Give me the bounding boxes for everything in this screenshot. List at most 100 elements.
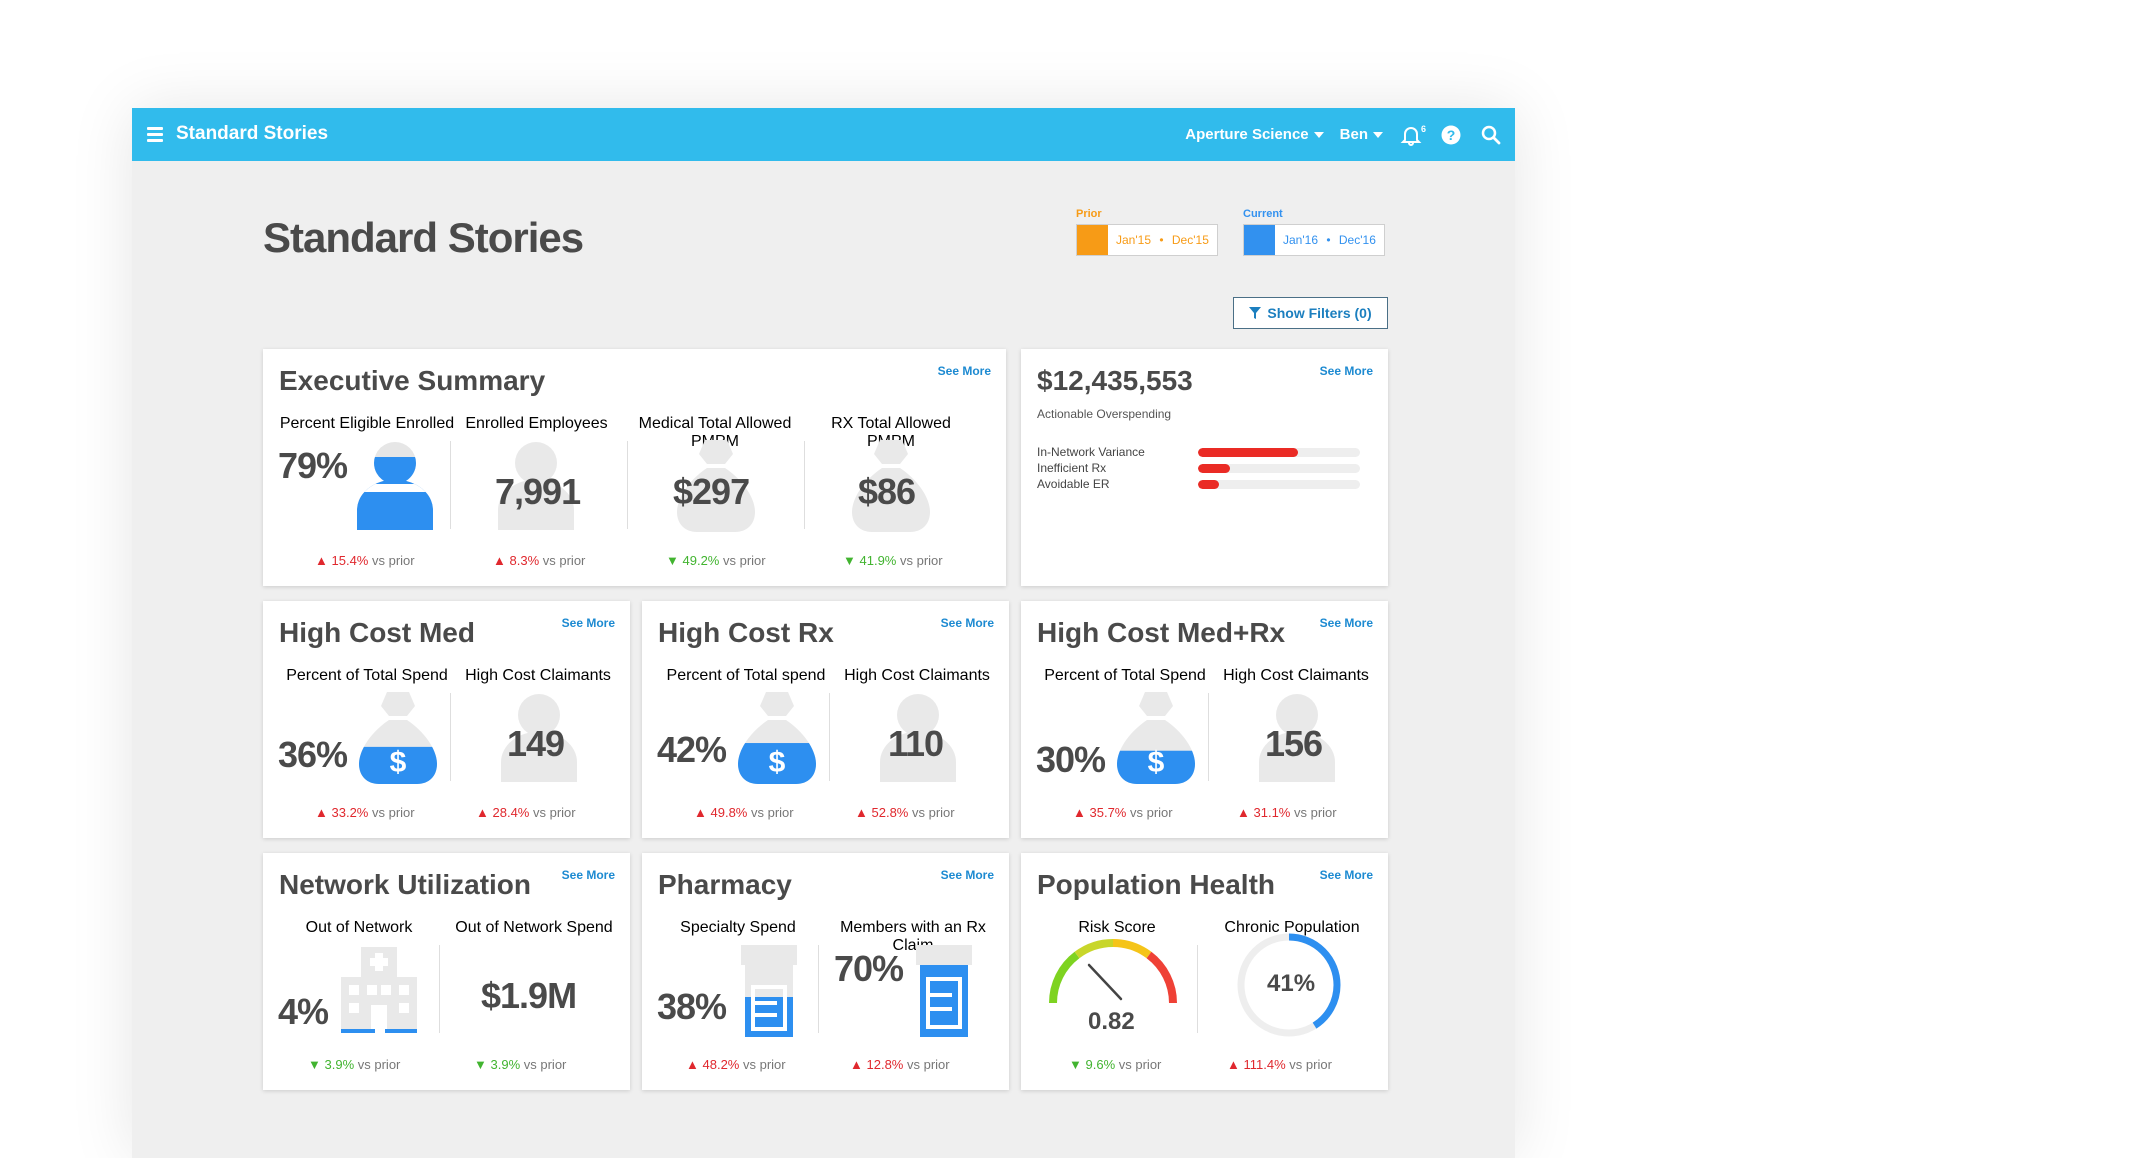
see-more-link[interactable]: See More xyxy=(561,868,615,882)
prior-end-date: Dec'15 xyxy=(1171,233,1209,247)
delta-suffix: vs prior xyxy=(372,805,415,820)
divider xyxy=(829,693,830,781)
page-title: Standard Stories xyxy=(263,214,584,261)
organization-dropdown[interactable]: Aperture Science xyxy=(1185,126,1324,143)
delta-suffix: vs prior xyxy=(912,805,955,820)
see-more-link[interactable]: See More xyxy=(937,364,991,378)
metric-delta: ▲ 52.8% vs prior xyxy=(855,805,955,820)
overspending-bar-avoidable-er: Avoidable ER xyxy=(1037,477,1360,491)
current-color-swatch xyxy=(1244,225,1275,255)
metric-delta: ▼ 9.6% vs prior xyxy=(1069,1057,1161,1072)
metric-label: Percent of Total Spend xyxy=(286,667,448,684)
divider xyxy=(450,441,451,529)
executive-summary-card: Executive Summary See More Percent Eligi… xyxy=(263,349,1006,586)
delta-suffix: vs prior xyxy=(1118,1057,1162,1072)
prior-period-picker[interactable]: Jan'15 • Dec'15 xyxy=(1076,224,1218,256)
app-title: Standard Stories xyxy=(176,123,329,144)
metric-delta: ▲ 49.8% vs prior xyxy=(694,805,794,820)
pharmacy-card: Pharmacy See More Specialty Spend 38% ▲ … xyxy=(642,853,1009,1090)
see-more-link[interactable]: See More xyxy=(940,616,994,630)
up-arrow-icon: ▲ xyxy=(315,805,328,820)
bar-fill xyxy=(1198,464,1231,473)
delta-suffix: vs prior xyxy=(372,553,415,568)
pill-bottle-icon xyxy=(741,945,797,1037)
delta-suffix: vs prior xyxy=(1289,1057,1332,1072)
delta-suffix: vs prior xyxy=(542,553,586,568)
delta-value: 12.8% xyxy=(866,1057,904,1072)
see-more-link[interactable]: See More xyxy=(1319,364,1373,378)
user-dropdown[interactable]: Ben xyxy=(1340,126,1383,143)
delta-suffix: vs prior xyxy=(907,1057,950,1072)
divider xyxy=(1197,945,1198,1033)
bar-track xyxy=(1198,480,1360,489)
delta-value: 9.6% xyxy=(1085,1057,1116,1072)
metric-value: 70% xyxy=(834,948,904,989)
chevron-down-icon xyxy=(1313,131,1324,138)
svg-text:?: ? xyxy=(1447,127,1456,143)
down-arrow-icon: ▼ xyxy=(666,553,679,568)
metric-value: $1.9M xyxy=(481,975,577,1016)
down-arrow-icon: ▼ xyxy=(474,1057,487,1072)
search-button[interactable] xyxy=(1479,123,1503,147)
see-more-link[interactable]: See More xyxy=(940,868,994,882)
bar-label: In-Network Variance xyxy=(1037,445,1145,459)
metric-label: Risk Score xyxy=(1078,919,1156,936)
svg-text:$: $ xyxy=(390,746,407,779)
show-filters-button[interactable]: Show Filters (0) xyxy=(1233,297,1388,329)
divider xyxy=(439,945,440,1033)
money-bag-icon xyxy=(852,440,930,532)
card-title: High Cost Rx xyxy=(658,617,834,648)
see-more-link[interactable]: See More xyxy=(1319,616,1373,630)
metric-label: Chronic Population xyxy=(1224,919,1360,936)
metric-label: High Cost Claimants xyxy=(465,667,611,684)
metric-value: 110 xyxy=(888,723,944,764)
money-bag-icon: $ xyxy=(359,692,437,784)
delta-suffix: vs prior xyxy=(357,1057,401,1072)
delta-suffix: vs prior xyxy=(743,1057,786,1072)
metric-delta: ▲ 8.3% vs prior xyxy=(493,553,585,568)
svg-text:$: $ xyxy=(769,746,786,779)
see-more-link[interactable]: See More xyxy=(1319,868,1373,882)
risk-gauge xyxy=(1049,939,1177,1004)
organization-name: Aperture Science xyxy=(1185,126,1309,143)
bar-track xyxy=(1198,464,1360,473)
help-button[interactable]: ? xyxy=(1439,123,1463,147)
metric-label: Percent of Total spend xyxy=(666,667,826,684)
see-more-link[interactable]: See More xyxy=(561,616,615,630)
up-arrow-icon: ▲ xyxy=(1237,805,1250,820)
chronic-population-ring xyxy=(1237,933,1341,1037)
delta-suffix: vs prior xyxy=(1130,805,1173,820)
up-arrow-icon: ▲ xyxy=(855,805,868,820)
metric-delta: ▲ 111.4% vs prior xyxy=(1227,1057,1332,1072)
high-cost-rx-card: High Cost Rx See More Percent of Total s… xyxy=(642,601,1009,838)
notification-count: 6 xyxy=(1420,123,1426,134)
current-period-picker[interactable]: Jan'16 • Dec'16 xyxy=(1243,224,1385,256)
metric-value: 156 xyxy=(1265,723,1323,764)
hamburger-menu-icon[interactable] xyxy=(145,123,167,145)
user-name: Ben xyxy=(1339,126,1368,143)
current-period: Current Jan'16 • Dec'16 xyxy=(1243,208,1385,256)
metric-value: 30% xyxy=(1036,739,1106,780)
metric-value: 149 xyxy=(507,723,565,764)
delta-value: 3.9% xyxy=(490,1057,521,1072)
delta-value: 49.8% xyxy=(710,805,748,820)
delta-value: 48.2% xyxy=(702,1057,740,1072)
down-arrow-icon: ▼ xyxy=(308,1057,321,1072)
delta-suffix: vs prior xyxy=(723,553,766,568)
metric-delta: ▼ 3.9% vs prior xyxy=(474,1057,566,1072)
person-icon xyxy=(501,694,577,782)
show-filters-label: Show Filters (0) xyxy=(1267,305,1372,321)
metric-value: 4% xyxy=(278,991,329,1032)
delta-value: 33.2% xyxy=(331,805,369,820)
delta-value: 52.8% xyxy=(871,805,909,820)
metric-delta: ▲ 33.2% vs prior xyxy=(315,805,415,820)
risk-score-value: 0.82 xyxy=(1088,1008,1135,1035)
bar-fill xyxy=(1198,480,1220,489)
card-title: High Cost Med+Rx xyxy=(1037,617,1286,648)
notifications-button[interactable]: 6 xyxy=(1399,123,1426,147)
prior-start-date: Jan'15 xyxy=(1116,233,1151,247)
top-navigation-bar: Standard Stories Aperture Science Ben 6 xyxy=(132,108,1515,161)
high-cost-med-rx-card: High Cost Med+Rx See More Percent of Tot… xyxy=(1021,601,1388,838)
current-end-date: Dec'16 xyxy=(1338,233,1376,247)
up-arrow-icon: ▲ xyxy=(476,805,489,820)
